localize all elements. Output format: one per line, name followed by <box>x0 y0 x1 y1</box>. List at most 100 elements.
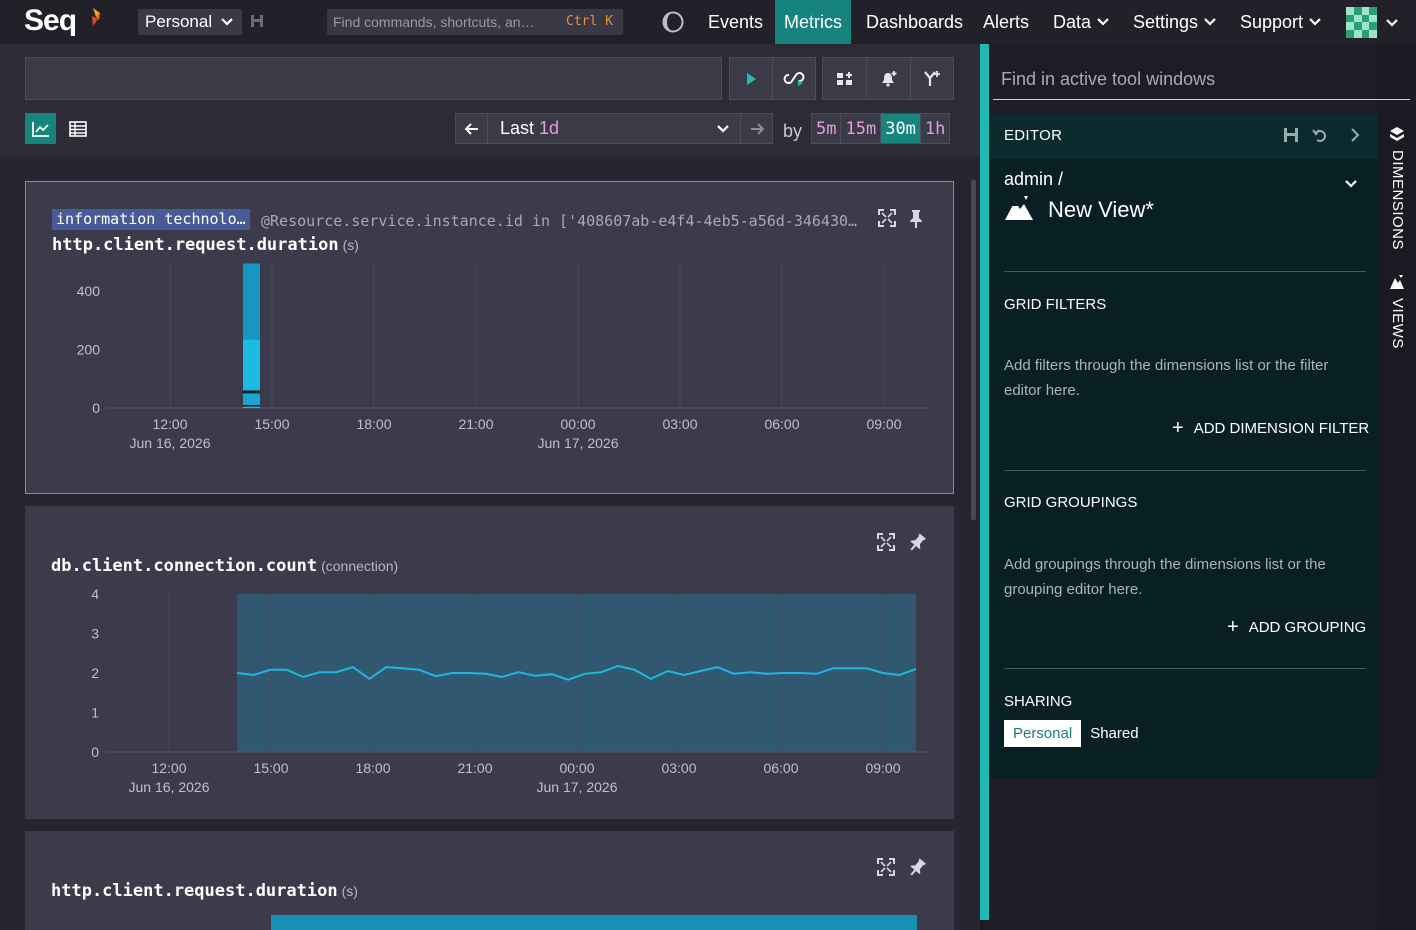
x-tick-label: 15:00 <box>253 760 288 776</box>
nav-events-label: Events <box>708 11 764 32</box>
panel-resize-handle[interactable] <box>980 44 989 920</box>
nav-alerts[interactable]: Alerts <box>974 0 1038 44</box>
workspace-selector[interactable]: Personal <box>138 9 242 35</box>
chevron-down-icon[interactable] <box>1385 16 1399 30</box>
refresh-play-icon <box>783 71 805 86</box>
nav-settings[interactable]: Settings <box>1124 0 1226 44</box>
view-owner: admin / <box>1004 169 1064 189</box>
scrollbar[interactable] <box>971 180 976 520</box>
nav-dashboards[interactable]: Dashboards <box>857 0 972 44</box>
interval-15m[interactable]: 15m <box>841 114 882 143</box>
expand-icon[interactable] <box>877 533 895 551</box>
table-view-button[interactable] <box>62 113 93 144</box>
run-query-button[interactable] <box>729 57 773 100</box>
range-previous-button[interactable] <box>456 114 487 143</box>
metric-card[interactable]: http.client.request.duration (s) <box>25 831 954 930</box>
interval-5m[interactable]: 5m <box>812 114 842 143</box>
expand-icon[interactable] <box>878 209 896 227</box>
expand-icon[interactable] <box>877 858 895 876</box>
bar-segment <box>243 263 260 340</box>
nav-data[interactable]: Data <box>1044 0 1119 44</box>
dashboard-add-icon <box>836 71 852 85</box>
line-chart-icon <box>31 121 49 137</box>
chart-view-button[interactable] <box>25 113 56 144</box>
x-tick-label: 03:00 <box>661 760 696 776</box>
request-duration-chart[interactable]: 12:00 Jun 16, 2026 15:00 18:00 21:00 00:00 Jun… <box>26 252 955 467</box>
chevron-down-icon <box>717 125 729 133</box>
chevron-down-icon[interactable] <box>1344 177 1358 191</box>
nav-support[interactable]: Support <box>1231 0 1331 44</box>
add-signal-button[interactable] <box>910 57 954 100</box>
command-search[interactable]: Find commands, shortcuts, an… Ctrl K <box>327 9 623 35</box>
nav-metrics[interactable]: Metrics <box>775 0 851 44</box>
add-dimension-filter-label: ADD DIMENSION FILTER <box>1193 420 1370 437</box>
metric-card[interactable]: db.client.connection.count (connection) 1… <box>25 506 954 819</box>
view-name[interactable]: New View* <box>1048 197 1154 222</box>
sharing-personal-option[interactable]: Personal <box>1004 720 1082 747</box>
y-tick-label: 0 <box>92 400 100 416</box>
nav-metrics-label: Metrics <box>784 11 842 32</box>
play-icon <box>747 72 756 85</box>
x-tick-label: 18:00 <box>355 760 390 776</box>
sharing-shared-option[interactable]: Shared <box>1090 725 1139 742</box>
nav-events[interactable]: Events <box>699 0 772 44</box>
x-tick-label: 00:00 <box>560 416 595 432</box>
x-tick-label: 06:00 <box>763 760 798 776</box>
interval-1h[interactable]: 1h <box>920 114 950 143</box>
pin-icon[interactable] <box>907 858 927 878</box>
grid-filters-title: GRID FILTERS <box>1004 296 1107 313</box>
tool-window-search[interactable]: Find in active tool windows <box>989 56 1410 101</box>
metric-card[interactable]: information technolo… @Resource.service.… <box>25 181 954 494</box>
chevron-down-icon <box>1309 18 1321 26</box>
save-icon[interactable] <box>1283 127 1299 143</box>
views-tab[interactable]: VIEWS <box>1389 298 1406 349</box>
connection-count-chart[interactable]: 12:00 Jun 16, 2026 15:00 18:00 21:00 00:00 Jun… <box>25 582 954 797</box>
by-label: by <box>783 121 803 141</box>
pin-icon[interactable] <box>908 209 924 229</box>
time-range-value: 1d <box>539 118 560 138</box>
chevron-right-icon[interactable] <box>1349 127 1361 143</box>
save-workspace-icon[interactable] <box>250 14 264 28</box>
arrow-right-icon <box>750 122 764 135</box>
x-date-label: Jun 17, 2026 <box>537 779 618 795</box>
metric-name: http.client.request.duration <box>51 881 338 901</box>
pin-icon[interactable] <box>907 533 927 553</box>
dimensions-tab[interactable]: DIMENSIONS <box>1389 150 1406 251</box>
y-tick-label: 2 <box>91 665 99 681</box>
add-grouping-button[interactable]: + ADD GROUPING <box>1227 616 1366 639</box>
live-refresh-button[interactable] <box>772 57 816 100</box>
x-tick-label: 21:00 <box>457 760 492 776</box>
metric-unit: (connection) <box>321 558 399 574</box>
chevron-down-icon <box>1204 18 1216 26</box>
arrow-left-icon <box>464 122 478 135</box>
time-range-select[interactable]: Last 1d <box>487 114 741 143</box>
x-tick-label: 00:00 <box>559 760 594 776</box>
grid-groupings-hint: Add groupings through the dimensions lis… <box>1004 556 1326 598</box>
metric-name: http.client.request.duration <box>52 235 339 255</box>
x-tick-label: 12:00 <box>151 760 186 776</box>
add-dimension-filter-button[interactable]: + ADD DIMENSION FILTER <box>1172 417 1369 440</box>
range-next-button[interactable] <box>741 114 772 143</box>
x-date-label: Jun 17, 2026 <box>538 435 619 451</box>
undo-icon[interactable] <box>1312 127 1328 143</box>
top-nav: Seq Personal Find commands, shortcuts, a… <box>0 0 1416 44</box>
bar-segment <box>243 393 260 406</box>
add-alert-button[interactable] <box>866 57 911 100</box>
metric-name: db.client.connection.count <box>51 556 318 576</box>
time-range-picker: Last 1d <box>455 113 773 144</box>
x-tick-label: 15:00 <box>254 416 289 432</box>
add-to-dashboard-button[interactable] <box>822 57 867 100</box>
user-avatar[interactable] <box>1346 7 1377 38</box>
search-underline <box>993 99 1410 100</box>
theme-toggle-icon[interactable] <box>661 10 685 34</box>
app-logo[interactable]: Seq <box>24 4 77 37</box>
y-tick-label: 200 <box>77 342 101 358</box>
filter-tag[interactable]: information technolo… <box>52 209 250 230</box>
metric-title: db.client.connection.count (connection) <box>51 556 398 576</box>
interval-30m[interactable]: 30m <box>881 114 921 143</box>
grid-filters-hint: Add filters through the dimensions list … <box>1004 357 1329 399</box>
chevron-down-icon <box>1097 18 1109 26</box>
x-tick-label: 12:00 <box>152 416 187 432</box>
charts-list: information technolo… @Resource.service.… <box>0 156 980 930</box>
query-input[interactable] <box>25 57 722 100</box>
